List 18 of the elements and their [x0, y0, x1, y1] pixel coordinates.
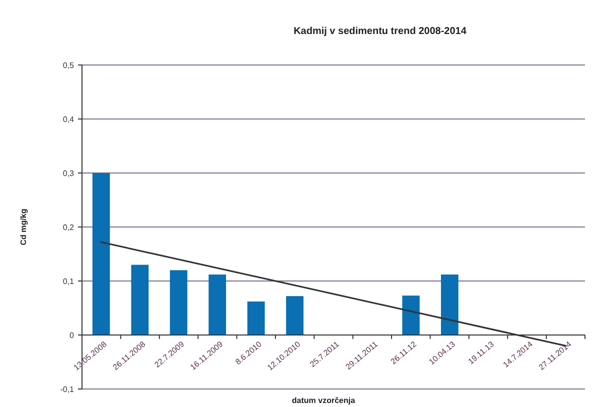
chart-title: Kadmij v sedimentu trend 2008-2014	[294, 26, 467, 37]
bar	[131, 264, 149, 335]
y-tick-label: 0,3	[62, 169, 75, 178]
y-tick-label: 0	[70, 331, 75, 340]
bar	[170, 270, 188, 335]
y-tick-label: 0,5	[62, 61, 75, 70]
y-tick-label: 0,2	[62, 223, 75, 232]
bar	[208, 274, 226, 335]
bar	[440, 274, 458, 335]
bar	[247, 302, 265, 335]
y-tick-label: -0,1	[60, 385, 75, 394]
bar	[286, 296, 304, 335]
x-axis-title: datum vzorčenja	[292, 396, 356, 405]
y-tick-label: 0,1	[62, 277, 75, 286]
y-tick-label: 0,4	[62, 115, 75, 124]
bar	[92, 173, 110, 335]
bar	[402, 296, 420, 335]
y-axis-title: Cd mg/kg	[19, 208, 28, 246]
